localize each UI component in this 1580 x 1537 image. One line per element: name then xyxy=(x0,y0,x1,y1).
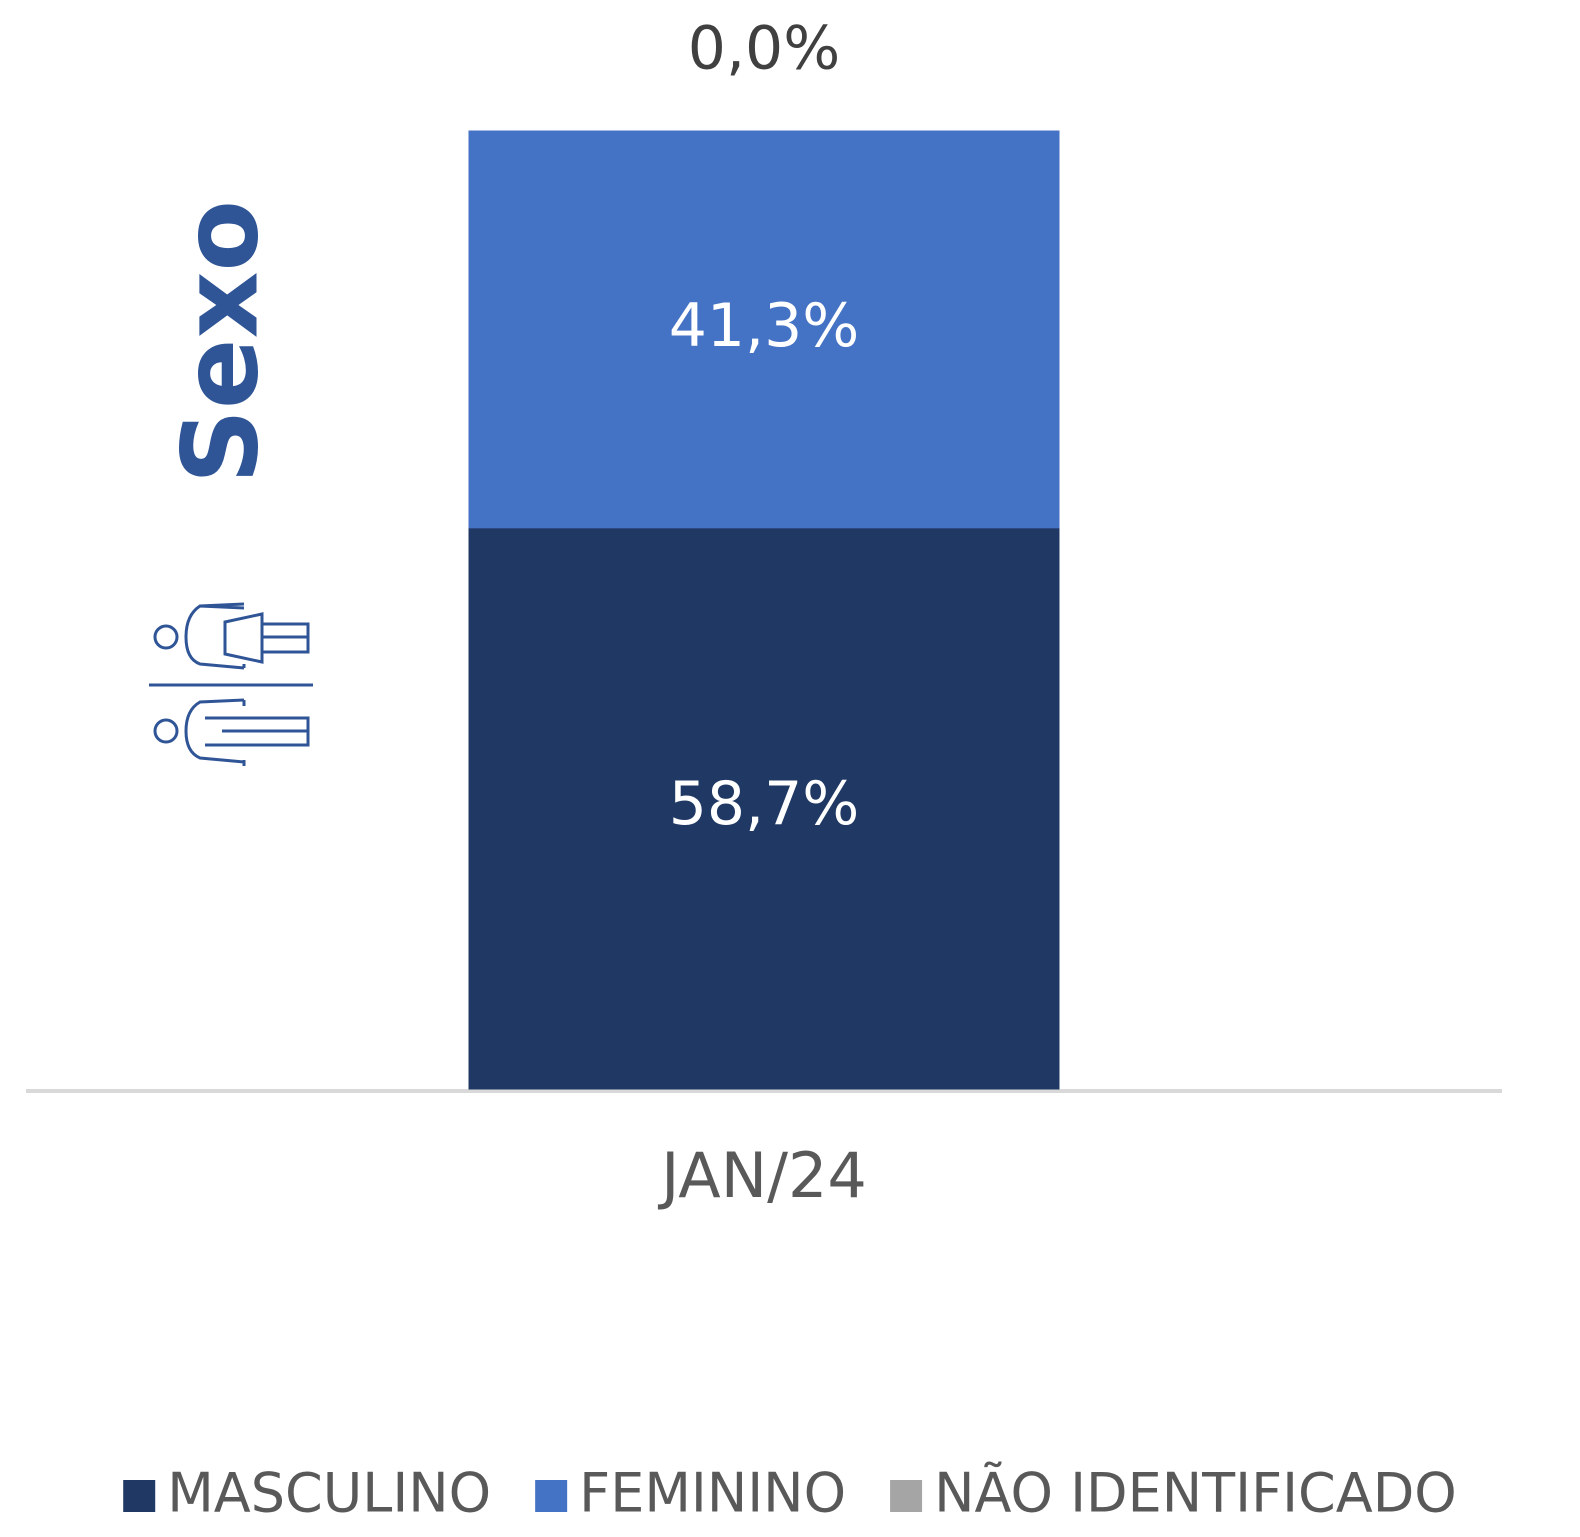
legend-label: FEMININO xyxy=(579,1462,846,1525)
bar-segment xyxy=(468,130,1060,529)
legend-swatch xyxy=(123,1480,156,1512)
legend-label: NÃO IDENTIFICADO xyxy=(934,1462,1457,1525)
legend-swatch xyxy=(890,1480,923,1512)
x-tick-label: JAN/24 xyxy=(657,1139,867,1212)
data-label: 41,3% xyxy=(669,291,860,361)
data-label: 58,7% xyxy=(669,769,860,839)
chart-title: Sexo xyxy=(159,200,281,484)
bar-segment xyxy=(468,525,1060,1090)
legend-label: MASCULINO xyxy=(167,1462,491,1525)
data-label: 0,0% xyxy=(688,14,840,84)
people-icon xyxy=(149,602,313,766)
legend-swatch xyxy=(535,1480,568,1512)
